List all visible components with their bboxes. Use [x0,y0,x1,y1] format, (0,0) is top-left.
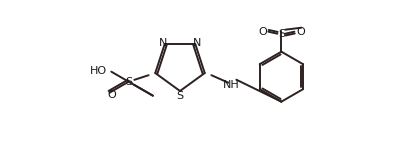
Text: S: S [125,77,132,87]
Text: N: N [158,38,167,48]
Text: O: O [296,27,305,37]
Text: NH: NH [223,80,240,90]
Text: HO: HO [90,66,107,76]
Text: O: O [258,27,267,37]
Text: S: S [176,91,184,101]
Text: N: N [193,38,201,48]
Text: S: S [278,29,285,39]
Text: O: O [107,90,116,100]
